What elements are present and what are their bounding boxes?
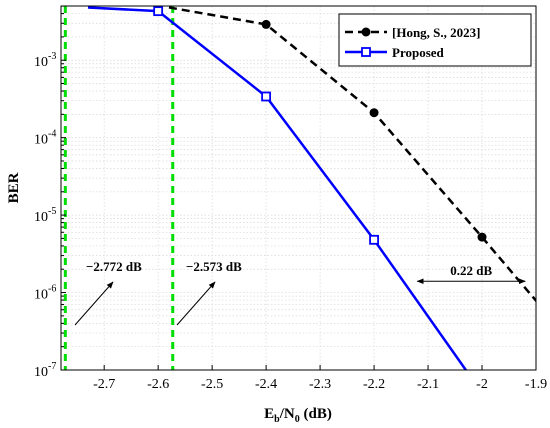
y-tick-label-exponent: -7 (48, 361, 56, 372)
reference-line-label: −2.573 dB (186, 259, 242, 274)
series-lines (87, 6, 536, 370)
x-tick-label: -2.4 (255, 377, 277, 392)
legend-label: Proposed (392, 45, 445, 60)
y-tick-label: 10-7 (34, 361, 56, 380)
x-tick-label: -1.9 (525, 377, 547, 392)
legend-label: [Hong, S., 2023] (392, 25, 480, 40)
x-axis-label-sub-0: 0 (295, 414, 300, 425)
x-axis-label: Eb/N0 (dB) (264, 406, 332, 425)
y-axis-label: BER (6, 172, 22, 203)
data-point (261, 19, 271, 29)
annotation-arrow (74, 281, 114, 326)
x-axis-label-n: /N (279, 406, 295, 422)
y-tick-label: 10-3 (34, 51, 56, 70)
legend: [Hong, S., 2023] Proposed (338, 13, 532, 67)
grid (61, 5, 537, 371)
legend-marker (361, 27, 371, 37)
y-tick-label: 10-6 (34, 284, 56, 303)
data-point (261, 91, 272, 102)
data-point (477, 232, 487, 242)
x-tick-label: -2.5 (201, 377, 223, 392)
y-tick-label-base: 10 (34, 210, 48, 225)
y-tick-label-base: 10 (34, 365, 48, 380)
y-tick-label-base: 10 (34, 133, 48, 148)
x-tick-label: -2.1 (417, 377, 439, 392)
y-tick-label-base: 10 (34, 288, 48, 303)
x-tick-label: -2.7 (93, 377, 115, 392)
y-tick-label-exponent: -3 (48, 51, 56, 62)
y-tick-label-base: 10 (34, 55, 48, 70)
annotation-arrow (176, 281, 216, 326)
data-point (369, 108, 379, 118)
gap-label: 0.22 dB (450, 263, 492, 278)
plot-frame (60, 5, 537, 371)
ticks: -2.7 -2.6 -2.5 -2.4 -2.3 -2.2 -2.1 -2 -1.910-310… (34, 5, 547, 392)
data-point (153, 6, 164, 17)
x-axis-label-sub-b: b (274, 414, 280, 425)
y-tick-label: 10-5 (34, 206, 56, 225)
y-tick-label-exponent: -4 (48, 129, 56, 140)
x-tick-label: -2.2 (363, 377, 385, 392)
y-tick-label: 10-4 (34, 129, 56, 148)
reference-lines (63, 6, 175, 370)
y-tick-label-exponent: -6 (48, 284, 56, 295)
y-tick-label-exponent: -5 (48, 206, 56, 217)
data-point (369, 234, 379, 245)
annotations: −2.772 dB −2.573 dB 0.22 dB (74, 259, 526, 326)
reference-line-label: −2.772 dB (86, 259, 142, 274)
x-axis-label-e: E (264, 406, 274, 422)
x-tick-label: -2 (476, 377, 488, 392)
x-tick-label: -2.6 (147, 377, 169, 392)
x-axis-label-unit: (dB) (300, 406, 332, 422)
legend-marker (361, 47, 371, 57)
x-tick-label: -2.3 (309, 377, 331, 392)
legend-box (338, 13, 532, 67)
